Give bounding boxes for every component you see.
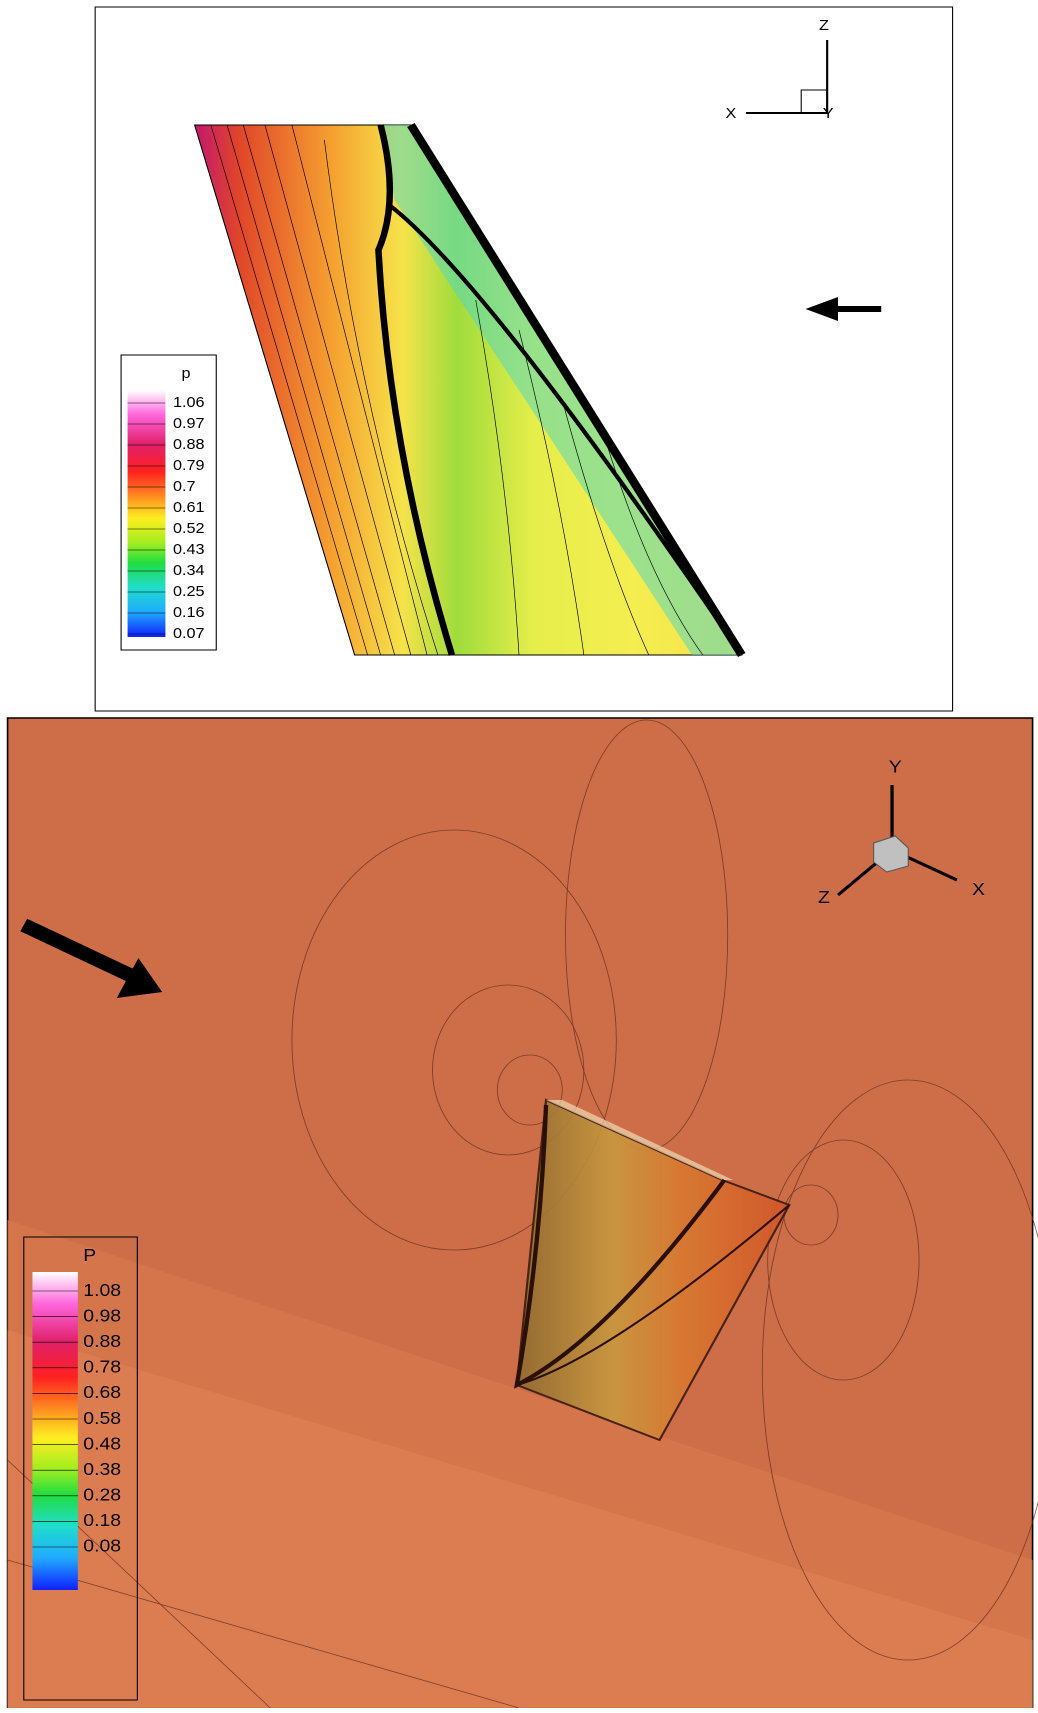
legend-label: 0.61 — [173, 499, 205, 515]
color-bar — [32, 1272, 77, 1590]
legend-label: 1.06 — [173, 394, 205, 410]
legend-label: 0.52 — [173, 520, 205, 536]
legend-label: 0.79 — [173, 457, 205, 473]
legend-label: 0.88 — [83, 1331, 121, 1351]
legend-label: 0.48 — [83, 1433, 121, 1453]
axis-label: Z — [818, 886, 830, 906]
legend-label: 0.58 — [83, 1407, 121, 1427]
legend-label: 0.43 — [173, 541, 205, 557]
axis-label: Y — [823, 105, 834, 121]
legend-label: 0.16 — [173, 604, 205, 620]
legend-label: 0.38 — [83, 1459, 121, 1479]
legend-label: 0.28 — [83, 1484, 121, 1504]
axis-label: Z — [819, 17, 829, 33]
legend-label: 0.68 — [83, 1382, 121, 1402]
legend-label: 0.25 — [173, 583, 205, 599]
legend-label: 0.97 — [173, 415, 205, 431]
legend-title: p — [181, 365, 190, 381]
legend-label: 0.98 — [83, 1305, 121, 1325]
color-bar — [128, 390, 166, 637]
legend-label: 0.07 — [173, 625, 205, 641]
legend-label: 0.7 — [173, 478, 196, 494]
axis-label: X — [972, 878, 985, 898]
legend-title: P — [83, 1244, 96, 1264]
legend-label: 0.78 — [83, 1356, 121, 1376]
page: {"top_panel": {"axis_labels": {"x": "X",… — [0, 0, 1038, 1708]
legend-label: 0.34 — [173, 562, 205, 578]
legend-label: 1.08 — [83, 1279, 121, 1299]
figure: X Z Y p 1.06 0.97 0.88 0.79 0.7 0.61 0.52 0.43 0… — [0, 0, 1038, 1708]
legend-label: 0.18 — [83, 1510, 121, 1530]
axis-label: X — [726, 105, 737, 121]
legend-label: 0.08 — [83, 1535, 121, 1555]
axis-label: Y — [889, 756, 902, 776]
legend-label: 0.88 — [173, 436, 205, 452]
